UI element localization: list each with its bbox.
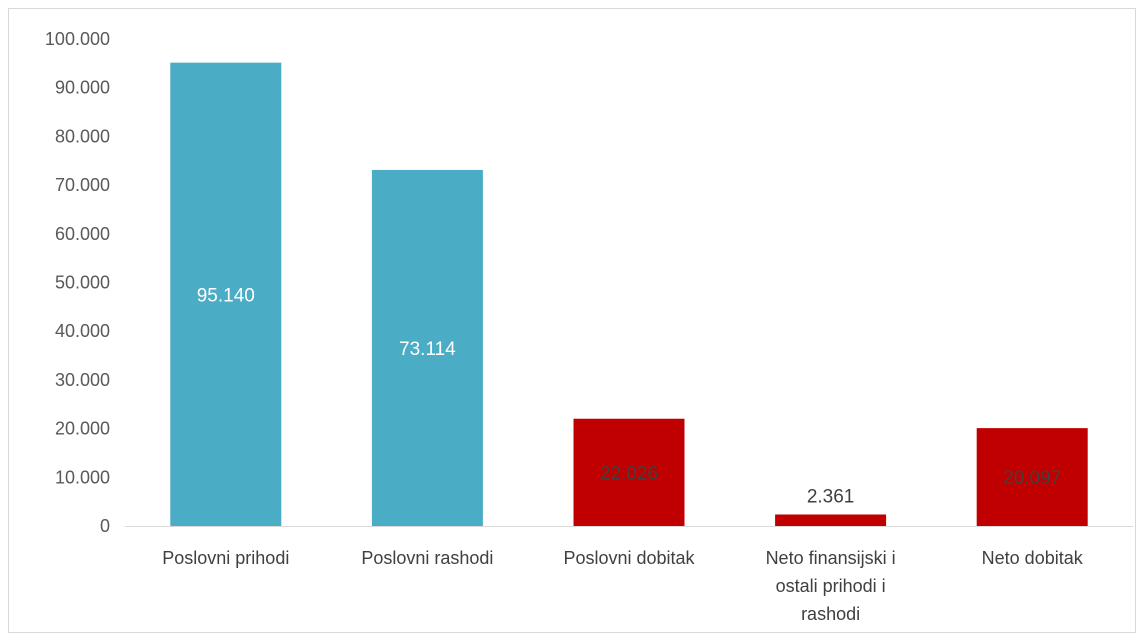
data-labels: 95.140 73.114 22.026 2.361 20.097 (197, 285, 1062, 507)
data-label: 73.114 (399, 339, 456, 360)
bar (170, 62, 282, 526)
data-label: 95.140 (197, 285, 255, 306)
x-category-label: Poslovni dobitak (563, 548, 695, 568)
bars (170, 62, 1088, 526)
data-label: 2.361 (807, 487, 855, 508)
y-axis-ticks: 0 10.000 20.000 30.000 40.000 50.000 60.000 70.… (45, 29, 110, 536)
y-tick-label: 0 (100, 516, 110, 536)
y-tick-label: 50.000 (55, 273, 110, 293)
y-tick-label: 10.000 (55, 467, 110, 487)
bar (775, 514, 887, 526)
y-tick-label: 40.000 (55, 321, 110, 341)
bar (573, 418, 685, 526)
y-tick-label: 80.000 (55, 126, 110, 146)
data-label: 22.026 (600, 463, 658, 484)
x-category-label: Poslovni prihodi (162, 548, 289, 568)
y-tick-label: 60.000 (55, 224, 110, 244)
bar (976, 428, 1088, 526)
y-tick-label: 90.000 (55, 78, 110, 98)
y-tick-label: 100.000 (45, 29, 110, 49)
y-tick-label: 30.000 (55, 370, 110, 390)
data-label: 20.097 (1003, 468, 1061, 489)
x-category-label: Neto finansijski i ostali prihodi i rashod… (766, 548, 896, 624)
y-tick-label: 70.000 (55, 175, 110, 195)
x-category-label: Neto dobitak (982, 548, 1084, 568)
x-category-label: Poslovni rashodi (361, 548, 493, 568)
y-tick-label: 20.000 (55, 419, 110, 439)
category-labels: Poslovni prihodi Poslovni rashodi Poslovni… (162, 548, 1083, 624)
bar (371, 169, 483, 526)
